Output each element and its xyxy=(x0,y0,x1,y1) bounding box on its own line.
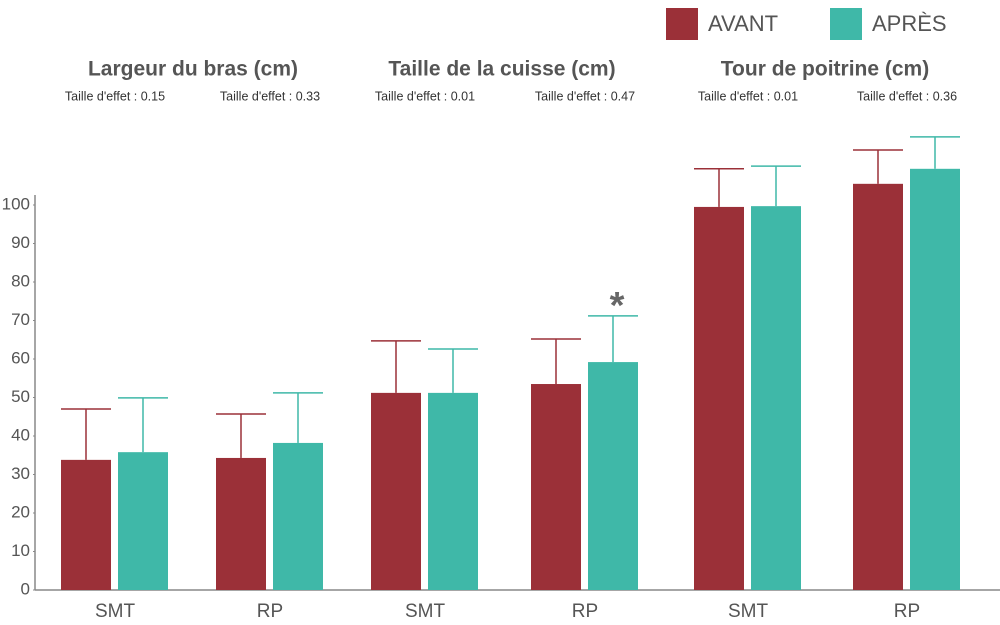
bar xyxy=(118,452,168,590)
effect-size: Taille d'effet : 0.01 xyxy=(375,89,475,103)
bar xyxy=(371,392,421,590)
y-tick-label: 40 xyxy=(11,425,30,444)
y-tick-label: 20 xyxy=(11,502,30,521)
bar xyxy=(61,459,111,590)
y-tick-label: 10 xyxy=(11,541,30,560)
y-tick-label: 70 xyxy=(11,310,30,329)
bar xyxy=(853,183,903,590)
y-tick-label: 100 xyxy=(2,194,30,213)
bar xyxy=(751,206,801,590)
y-tick-label: 50 xyxy=(11,387,30,406)
effect-size: Taille d'effet : 0.36 xyxy=(857,89,957,103)
legend-swatch xyxy=(830,8,862,40)
y-tick-label: 80 xyxy=(11,271,30,290)
legend-label: APRÈS xyxy=(872,11,947,36)
x-tick-label: RP xyxy=(572,601,598,622)
bar xyxy=(588,362,638,590)
effect-size: Taille d'effet : 0.15 xyxy=(65,89,165,103)
group-title: Largeur du bras (cm) xyxy=(88,58,298,81)
effect-size: Taille d'effet : 0.47 xyxy=(535,89,635,103)
y-tick-label: 0 xyxy=(21,579,30,598)
effect-size: Taille d'effet : 0.33 xyxy=(220,89,320,103)
x-tick-label: SMT xyxy=(728,601,769,622)
legend-label: AVANT xyxy=(708,11,778,36)
effect-size: Taille d'effet : 0.01 xyxy=(698,89,798,103)
bar xyxy=(910,168,960,590)
y-tick-label: 60 xyxy=(11,348,30,367)
bar xyxy=(428,392,478,590)
group-title: Taille de la cuisse (cm) xyxy=(388,58,615,81)
y-tick-label: 30 xyxy=(11,464,30,483)
x-tick-label: SMT xyxy=(95,601,136,622)
x-tick-label: RP xyxy=(257,601,283,622)
annotation: * xyxy=(610,285,625,327)
legend-swatch xyxy=(666,8,698,40)
x-tick-label: RP xyxy=(894,601,920,622)
bar xyxy=(694,206,744,591)
y-tick-label: 90 xyxy=(11,233,30,252)
bar xyxy=(273,442,323,590)
group-title: Tour de poitrine (cm) xyxy=(721,58,929,81)
bar xyxy=(216,457,266,590)
x-tick-label: SMT xyxy=(405,601,446,622)
bar xyxy=(531,384,581,590)
